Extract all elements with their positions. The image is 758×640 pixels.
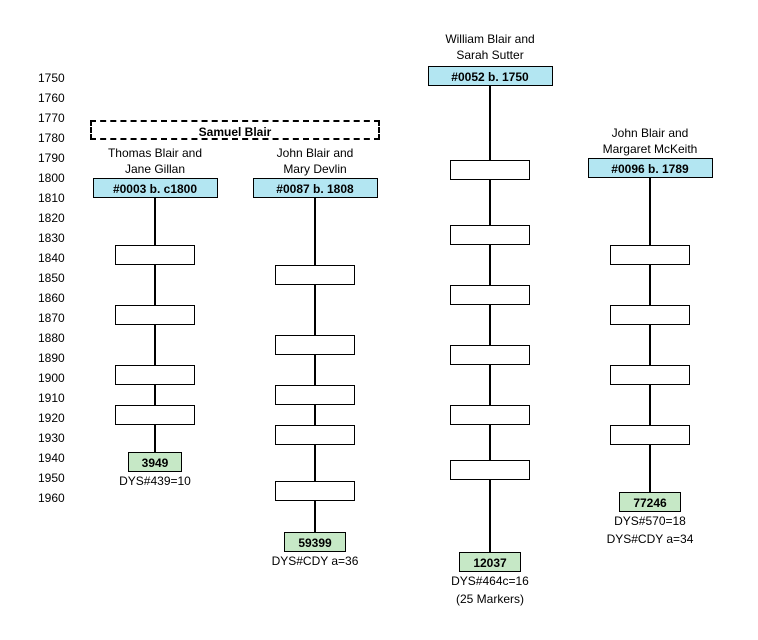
year-label: 1780 <box>38 131 78 145</box>
lineage-connector <box>489 425 491 460</box>
year-label: 1910 <box>38 391 78 405</box>
ancestor-box: #0087 b. 1808 <box>253 178 378 198</box>
generation-box <box>275 265 355 285</box>
year-label: 1820 <box>38 211 78 225</box>
year-label: 1920 <box>38 411 78 425</box>
generation-box <box>450 345 530 365</box>
parents-line: John Blair and <box>570 126 730 142</box>
generation-box <box>610 365 690 385</box>
marker-text: DYS#439=10 <box>75 474 235 488</box>
generation-box <box>450 285 530 305</box>
year-label: 1850 <box>38 271 78 285</box>
year-label: 1800 <box>38 171 78 185</box>
lineage-connector <box>649 325 651 365</box>
marker-text: DYS#CDY a=34 <box>570 532 730 546</box>
lineage-connector <box>489 86 491 160</box>
lineage-connector <box>314 445 316 481</box>
year-label: 1840 <box>38 251 78 265</box>
lineage-connector <box>314 285 316 335</box>
lineage-connector <box>154 198 156 245</box>
generation-box <box>450 225 530 245</box>
lineage-connector <box>489 480 491 552</box>
lineage-connector <box>649 445 651 492</box>
lineage-connector <box>489 180 491 225</box>
generation-box <box>275 481 355 501</box>
year-label: 1870 <box>38 311 78 325</box>
year-label: 1860 <box>38 291 78 305</box>
generation-box <box>450 160 530 180</box>
year-label: 1790 <box>38 151 78 165</box>
lineage-connector <box>314 355 316 385</box>
year-label: 1770 <box>38 111 78 125</box>
terminal-box: 77246 <box>619 492 681 512</box>
lineage-connector <box>314 198 316 265</box>
parents-line: Jane Gillan <box>75 162 235 178</box>
shared-ancestor-box: Samuel Blair <box>90 120 380 140</box>
lineage-connector <box>154 325 156 365</box>
generation-box <box>610 245 690 265</box>
parents-line: John Blair and <box>235 146 395 162</box>
year-label: 1750 <box>38 71 78 85</box>
year-label: 1950 <box>38 471 78 485</box>
parents-line: Thomas Blair and <box>75 146 235 162</box>
ancestor-box: #0003 b. c1800 <box>93 178 218 198</box>
lineage-connector <box>489 245 491 285</box>
generation-box <box>610 305 690 325</box>
year-label: 1880 <box>38 331 78 345</box>
marker-text: DYS#464c=16 <box>410 574 570 588</box>
generation-box <box>275 385 355 405</box>
generation-box <box>115 405 195 425</box>
generation-box <box>610 425 690 445</box>
lineage-connector <box>649 385 651 425</box>
terminal-box: 12037 <box>459 552 521 572</box>
parents-line: Mary Devlin <box>235 162 395 178</box>
generation-box <box>275 425 355 445</box>
lineage-connector <box>649 265 651 305</box>
year-label: 1760 <box>38 91 78 105</box>
generation-box <box>115 245 195 265</box>
generation-box <box>450 405 530 425</box>
marker-text: (25 Markers) <box>410 592 570 606</box>
generation-box <box>275 335 355 355</box>
year-label: 1930 <box>38 431 78 445</box>
marker-text: DYS#570=18 <box>570 514 730 528</box>
marker-text: DYS#CDY a=36 <box>235 554 395 568</box>
lineage-connector <box>154 425 156 452</box>
ancestor-box: #0052 b. 1750 <box>428 66 553 86</box>
ancestor-box: #0096 b. 1789 <box>588 158 713 178</box>
lineage-connector <box>489 305 491 345</box>
year-label: 1940 <box>38 451 78 465</box>
year-label: 1810 <box>38 191 78 205</box>
year-label: 1900 <box>38 371 78 385</box>
lineage-connector <box>314 501 316 532</box>
lineage-connector <box>489 365 491 405</box>
lineage-connector <box>154 385 156 405</box>
lineage-connector <box>649 178 651 245</box>
lineage-connector <box>154 265 156 305</box>
year-label: 1890 <box>38 351 78 365</box>
generation-box <box>115 365 195 385</box>
year-label: 1960 <box>38 491 78 505</box>
terminal-box: 3949 <box>128 452 182 472</box>
terminal-box: 59399 <box>284 532 346 552</box>
parents-line: Margaret McKeith <box>570 142 730 158</box>
parents-line: William Blair and <box>410 32 570 48</box>
year-label: 1830 <box>38 231 78 245</box>
parents-line: Sarah Sutter <box>410 48 570 64</box>
generation-box <box>450 460 530 480</box>
lineage-connector <box>314 405 316 425</box>
generation-box <box>115 305 195 325</box>
